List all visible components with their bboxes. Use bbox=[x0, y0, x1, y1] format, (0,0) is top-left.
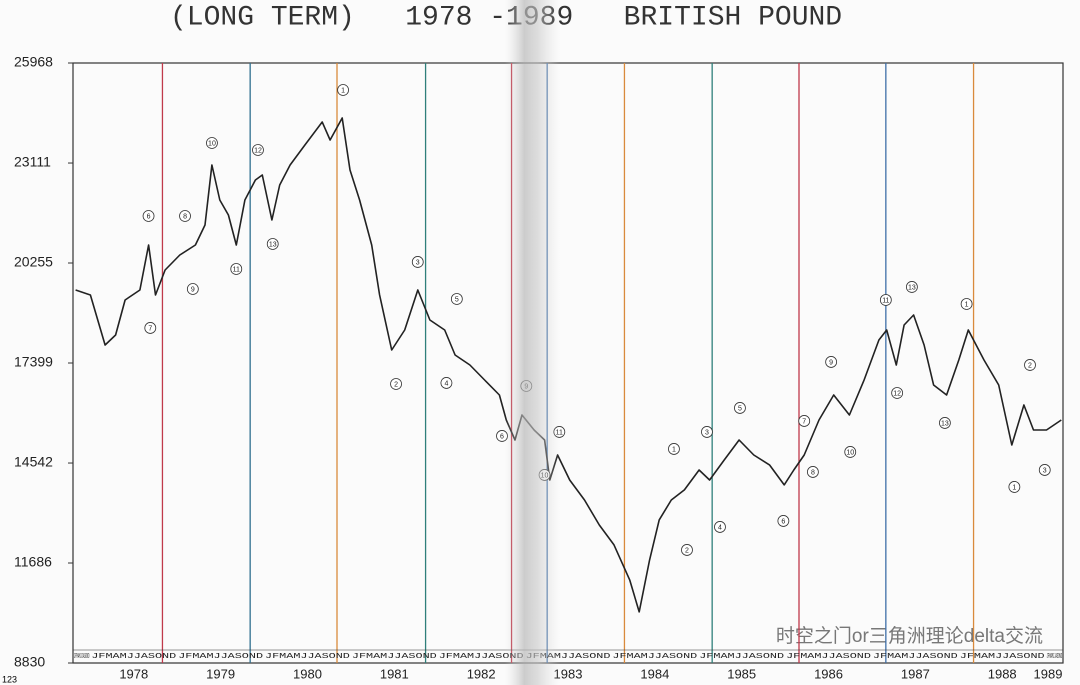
x-tick-label: 1982 bbox=[467, 666, 496, 681]
month-strip: JFMAMJJASOND bbox=[526, 653, 611, 661]
month-strip: JFMAMJJASOND bbox=[352, 653, 437, 661]
y-tick-label: 11686 bbox=[14, 554, 52, 570]
x-tick-label: 1979 bbox=[206, 666, 235, 681]
wave-label: 11 bbox=[233, 266, 240, 273]
wave-marker bbox=[1024, 359, 1036, 371]
x-tick-label: 1988 bbox=[988, 666, 1017, 681]
wave-marker bbox=[714, 521, 726, 533]
wave-marker bbox=[266, 238, 279, 250]
wave-marker bbox=[806, 466, 819, 478]
wave-label: 4 bbox=[718, 524, 722, 531]
watermark: 时空之门or三角洲理论delta交流 bbox=[776, 625, 1043, 647]
wave-marker bbox=[186, 283, 199, 295]
wave-marker bbox=[905, 281, 918, 293]
month-strip: JFMAMJJASOND bbox=[873, 653, 958, 661]
wave-marker bbox=[1038, 464, 1051, 476]
wave-label: 7 bbox=[802, 418, 806, 425]
wave-marker bbox=[938, 417, 951, 429]
wave-marker bbox=[825, 356, 838, 368]
wave-label: 1 bbox=[1012, 484, 1016, 491]
wave-marker bbox=[960, 298, 973, 310]
wave-marker bbox=[681, 544, 693, 556]
wave-label: 2 bbox=[685, 547, 689, 554]
wave-marker bbox=[230, 263, 243, 275]
wave-marker bbox=[879, 294, 892, 306]
wave-label: 6 bbox=[147, 213, 151, 220]
wave-marker bbox=[179, 210, 191, 222]
wave-label: 13 bbox=[908, 284, 916, 291]
wave-label: 1 bbox=[341, 87, 345, 94]
wave-marker bbox=[337, 84, 349, 96]
wave-label: 2 bbox=[1028, 362, 1032, 369]
y-tick-label: 14542 bbox=[14, 454, 53, 470]
y-tick-label: 20255 bbox=[14, 254, 53, 270]
wave-label: 9 bbox=[191, 286, 195, 293]
wave-label: 12 bbox=[893, 390, 901, 397]
month-strip: JFMAMJJASOND bbox=[265, 653, 350, 661]
wave-marker bbox=[390, 378, 402, 390]
wave-label: 13 bbox=[941, 420, 949, 427]
wave-marker bbox=[668, 443, 680, 455]
wave-marker bbox=[734, 402, 746, 414]
wave-label: 3 bbox=[705, 429, 709, 436]
wave-label: 8 bbox=[811, 469, 815, 476]
wave-marker bbox=[411, 256, 424, 268]
wave-marker bbox=[777, 515, 790, 527]
wave-marker bbox=[1008, 481, 1021, 493]
month-strip: JFMAMJJASOND bbox=[74, 653, 89, 661]
wave-label: 11 bbox=[882, 297, 889, 304]
x-tick-label: 1989 bbox=[1034, 666, 1063, 681]
wave-marker bbox=[891, 387, 904, 399]
x-tick-label: 1987 bbox=[901, 666, 930, 681]
wave-label: 6 bbox=[781, 518, 785, 525]
wave-marker bbox=[844, 446, 857, 458]
x-tick-label: 1978 bbox=[119, 666, 148, 681]
y-tick-label: 23111 bbox=[14, 154, 51, 170]
wave-marker bbox=[701, 426, 713, 438]
wave-marker bbox=[144, 322, 157, 334]
wave-label: 10 bbox=[208, 140, 216, 147]
wave-label: 4 bbox=[444, 380, 448, 387]
x-tick-label: 1986 bbox=[814, 666, 843, 681]
x-tick-label: 1984 bbox=[640, 666, 669, 681]
wave-marker bbox=[798, 415, 811, 427]
wave-label: 9 bbox=[829, 359, 833, 366]
month-strip: JFMAMJJASOND bbox=[612, 653, 697, 661]
wave-label: 5 bbox=[455, 296, 459, 303]
wave-label: 3 bbox=[1043, 467, 1047, 474]
page-fold bbox=[505, 0, 560, 685]
y-tick-label: 17399 bbox=[14, 354, 53, 370]
y-tick-label: 8830 bbox=[14, 654, 45, 670]
month-strip: JFMAMJJASOND bbox=[91, 653, 176, 661]
wave-label: 1 bbox=[965, 301, 969, 308]
y-tick-label: 25968 bbox=[14, 54, 53, 70]
wave-marker bbox=[440, 377, 453, 389]
x-tick-label: 1980 bbox=[293, 666, 322, 681]
wave-marker bbox=[142, 210, 155, 222]
wave-label: 10 bbox=[846, 449, 854, 456]
wave-label: 7 bbox=[148, 325, 152, 332]
wave-label: 3 bbox=[416, 259, 420, 266]
month-strip: JFMAMJJASOND bbox=[1047, 653, 1062, 661]
wave-label: 6 bbox=[500, 433, 504, 440]
wave-label: 5 bbox=[738, 405, 742, 412]
wave-label: 8 bbox=[183, 213, 187, 220]
x-tick-label: 1981 bbox=[380, 666, 409, 681]
month-strip: JFMAMJJASOND bbox=[960, 653, 1045, 661]
wave-marker bbox=[450, 293, 463, 305]
wave-label: 12 bbox=[254, 147, 262, 154]
wave-marker bbox=[252, 144, 264, 156]
month-strip: JFMAMJJASOND bbox=[439, 653, 524, 661]
month-strip: JFMAMJJASOND bbox=[786, 653, 871, 661]
month-strip: JFMAMJJASOND bbox=[699, 653, 784, 661]
month-strip: JFMAMJJASOND bbox=[178, 653, 263, 661]
wave-marker bbox=[206, 137, 218, 149]
wave-label: 1 bbox=[672, 446, 676, 453]
wave-label: 13 bbox=[269, 241, 277, 248]
wave-label: 2 bbox=[394, 381, 398, 388]
x-tick-label: 1985 bbox=[727, 666, 756, 681]
corner-label: 123 bbox=[2, 674, 17, 684]
x-tick-label: 1983 bbox=[554, 666, 583, 681]
